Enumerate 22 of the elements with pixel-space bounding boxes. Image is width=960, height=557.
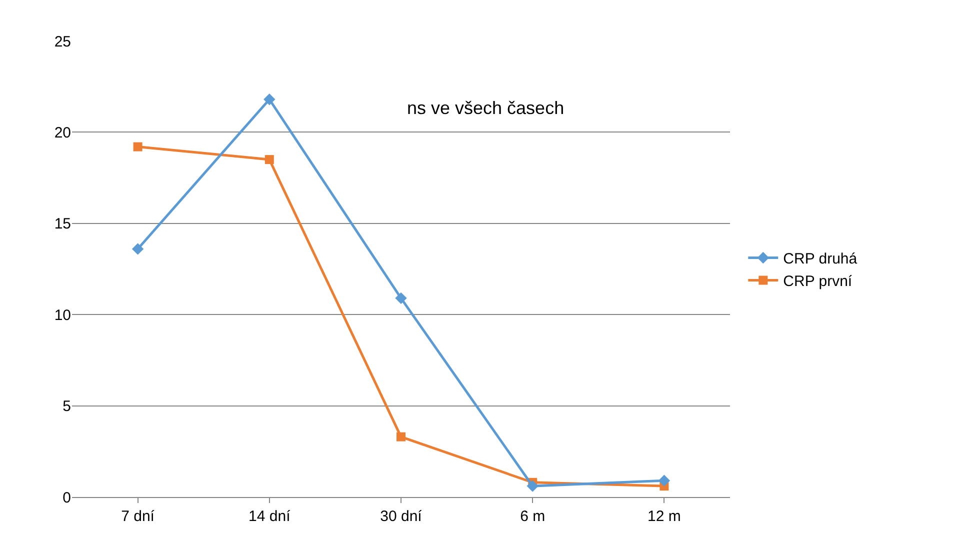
y-tick-label: 25 xyxy=(54,33,71,50)
x-tick-label: 7 dní xyxy=(121,508,156,525)
point xyxy=(395,292,407,304)
annotation: ns ve všech časech xyxy=(407,98,564,118)
y-tick-label: 5 xyxy=(62,398,71,416)
point xyxy=(132,243,144,255)
point xyxy=(264,94,276,106)
x-tick-label: 12 m xyxy=(648,508,681,525)
legend-label: CRP druhá xyxy=(783,250,858,268)
point xyxy=(658,474,670,486)
legend-label: CRP první xyxy=(783,273,853,290)
y-tick-label: 0 xyxy=(62,489,71,506)
y-tick-label: 10 xyxy=(54,306,71,324)
y-tick-label: 15 xyxy=(54,216,71,233)
x-tick-label: 14 dní xyxy=(248,508,292,525)
x-tick-label: 6 m xyxy=(520,508,546,525)
x-tick-label: 30 dní xyxy=(380,508,423,525)
y-tick-label: 20 xyxy=(54,124,71,142)
point xyxy=(133,142,142,152)
point xyxy=(526,480,538,492)
point xyxy=(396,432,406,442)
point xyxy=(264,155,274,164)
